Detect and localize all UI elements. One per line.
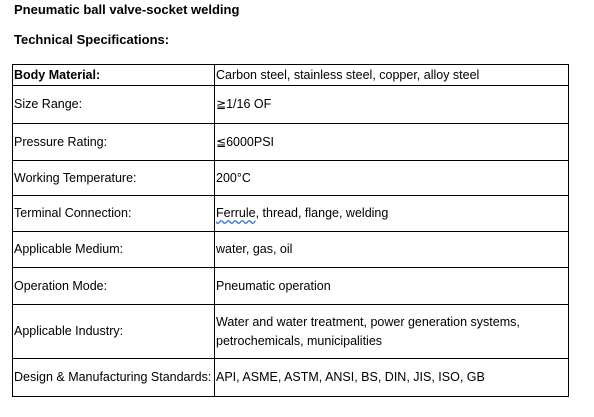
- greater-equal-symbol: ≧: [216, 97, 227, 111]
- less-equal-symbol: ≦: [216, 134, 227, 149]
- row-value-text: , thread, flange, welding: [255, 206, 389, 220]
- table-row: Pressure Rating: ≦6000PSI: [12, 123, 569, 161]
- table-row: Applicable Industry: Water and water tre…: [12, 304, 569, 359]
- row-label: Applicable Medium:: [12, 231, 215, 268]
- row-label: Terminal Connection:: [12, 195, 215, 232]
- row-value: API, ASME, ASTM, ANSI, BS, DIN, JIS, ISO…: [214, 358, 569, 397]
- table-row: Applicable Medium: water, gas, oil: [12, 231, 569, 268]
- row-value-text: 1/16 OF: [226, 97, 272, 111]
- row-label: Working Temperature:: [12, 160, 215, 196]
- table-row: Terminal Connection: Ferrule, thread, fl…: [12, 195, 569, 232]
- row-label: Body Material:: [12, 64, 215, 86]
- table-row: Working Temperature: 200°C: [12, 160, 569, 196]
- row-label: Size Range:: [12, 85, 215, 124]
- row-value: ≧1/16 OF: [214, 85, 569, 124]
- table-row: Operation Mode: Pneumatic operation: [12, 267, 569, 305]
- row-value: water, gas, oil: [214, 231, 569, 268]
- row-label: Operation Mode:: [12, 267, 215, 305]
- row-value: 200°C: [214, 160, 569, 196]
- spellcheck-underlined-word: Ferrule: [216, 206, 256, 220]
- row-value: Ferrule, thread, flange, welding: [214, 195, 569, 232]
- row-label: Design & Manufacturing Standards:: [12, 358, 215, 397]
- row-label: Applicable Industry:: [12, 304, 215, 359]
- spec-table: Body Material: Carbon steel, stainless s…: [12, 64, 569, 397]
- table-row: Body Material: Carbon steel, stainless s…: [12, 64, 569, 86]
- table-row: Size Range: ≧1/16 OF: [12, 85, 569, 124]
- row-value: Carbon steel, stainless steel, copper, a…: [214, 64, 569, 86]
- section-heading: Technical Specifications:: [14, 32, 170, 47]
- row-label: Pressure Rating:: [12, 123, 215, 161]
- table-row: Design & Manufacturing Standards: API, A…: [12, 358, 569, 397]
- row-value: Water and water treatment, power generat…: [214, 304, 569, 359]
- row-value: Pneumatic operation: [214, 267, 569, 305]
- row-value-text: 6000PSI: [226, 134, 275, 149]
- row-value: ≦6000PSI: [214, 123, 569, 161]
- document-title: Pneumatic ball valve-socket welding: [14, 2, 240, 17]
